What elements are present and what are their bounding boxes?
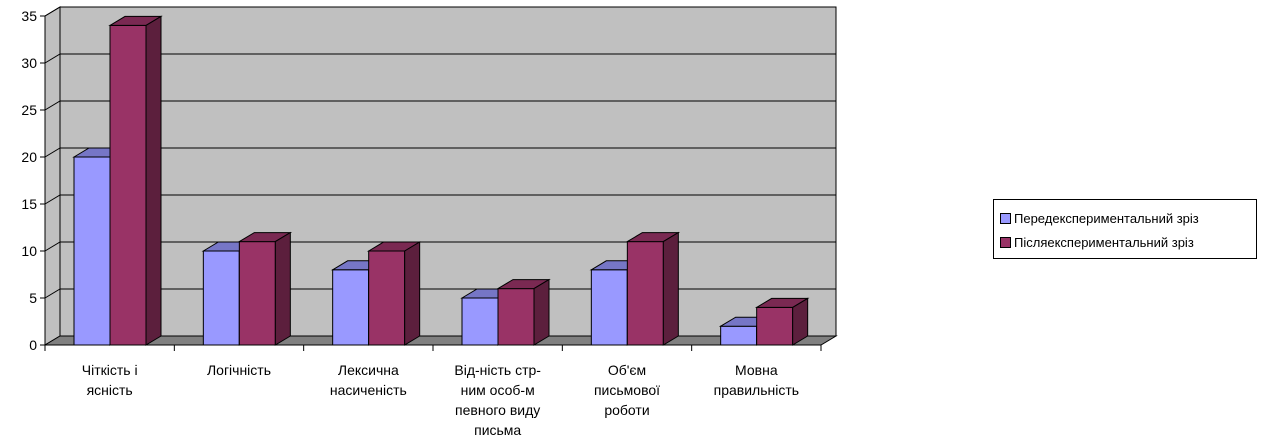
legend-swatch <box>1000 212 1011 224</box>
gridline <box>44 6 836 17</box>
bar-front <box>720 325 758 346</box>
gridline <box>44 53 836 64</box>
bar-front <box>73 156 111 346</box>
bar-side <box>662 231 679 346</box>
bar-side <box>533 278 550 346</box>
bar-front <box>368 250 406 346</box>
bar-side <box>274 231 291 346</box>
bar-front <box>202 250 240 346</box>
bar <box>366 241 422 346</box>
legend-item: Післяекспериментальний зріз <box>1000 230 1256 254</box>
y-tick-label: 30 <box>21 55 37 71</box>
side-wall <box>44 6 61 346</box>
floor <box>43 335 838 346</box>
gridline <box>44 288 836 299</box>
bar <box>237 231 293 346</box>
legend-label: Післяекспериментальний зріз <box>1014 234 1194 250</box>
x-tick-label: Чіткість і ясність <box>82 362 138 398</box>
legend-label: Передекспериментальний зріз <box>1014 210 1199 226</box>
y-tick-label: 10 <box>21 243 37 259</box>
x-tick-label: Мовна правильність <box>714 362 799 398</box>
bar <box>754 297 810 346</box>
y-tick-label: 20 <box>21 149 37 165</box>
gridline <box>44 147 836 158</box>
y-tick-label: 5 <box>29 290 37 306</box>
gridline <box>44 100 836 111</box>
bar-front <box>461 297 499 346</box>
bar-side <box>145 15 162 346</box>
bar-side <box>404 241 421 346</box>
back-wall <box>59 6 837 337</box>
legend-item: Передекспериментальний зріз <box>1000 206 1256 230</box>
bar-front <box>238 241 276 346</box>
x-tick-label: Лексична насиченість <box>330 362 407 398</box>
bar-front <box>109 24 147 346</box>
gridline <box>44 194 836 205</box>
y-tick-label: 15 <box>21 196 37 212</box>
bar <box>496 278 551 346</box>
bar <box>108 15 163 346</box>
gridline <box>44 241 836 252</box>
x-tick-label: Логічність <box>207 362 271 378</box>
bar <box>625 231 681 346</box>
legend-swatch <box>1000 236 1011 248</box>
bar-front <box>756 306 794 346</box>
y-tick-label: 35 <box>21 8 37 24</box>
bar-front <box>497 288 535 346</box>
bar-side <box>792 297 809 346</box>
bar-front <box>332 269 370 346</box>
x-tick-label: Від-ність стр-ним особ-м певного виду пись… <box>454 362 541 438</box>
x-tick-label: Об'єм письмової роботи <box>594 362 660 418</box>
y-tick-label: 25 <box>21 102 37 118</box>
chart-legend: Передекспериментальний зріз Післяексперим… <box>993 199 1257 259</box>
bar-front <box>626 241 664 346</box>
y-tick-label: 0 <box>29 337 37 353</box>
bar-front <box>590 269 628 346</box>
